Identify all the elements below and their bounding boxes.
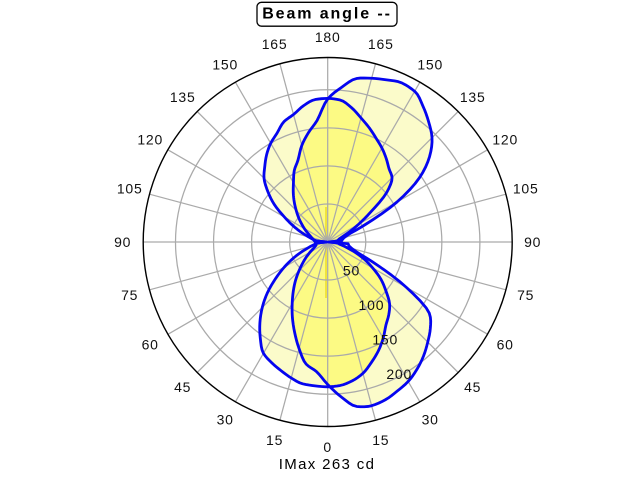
svg-text:30: 30	[217, 411, 234, 427]
svg-text:IMax 263 cd: IMax 263 cd	[279, 456, 376, 473]
svg-text:150: 150	[212, 56, 238, 72]
svg-text:135: 135	[460, 89, 486, 105]
svg-text:75: 75	[121, 287, 138, 303]
svg-text:150: 150	[372, 332, 398, 348]
svg-text:100: 100	[359, 297, 385, 313]
svg-text:15: 15	[266, 432, 283, 448]
svg-text:105: 105	[117, 181, 143, 197]
svg-text:15: 15	[372, 432, 389, 448]
svg-text:45: 45	[464, 379, 481, 395]
svg-text:60: 60	[142, 336, 159, 352]
svg-text:135: 135	[170, 89, 196, 105]
svg-text:120: 120	[492, 131, 518, 147]
svg-text:60: 60	[497, 336, 514, 352]
svg-text:90: 90	[524, 234, 541, 250]
svg-text:0: 0	[323, 439, 332, 455]
svg-text:45: 45	[174, 379, 191, 395]
svg-text:150: 150	[417, 56, 443, 72]
svg-text:165: 165	[368, 36, 394, 52]
svg-text:50: 50	[343, 263, 360, 279]
svg-text:120: 120	[137, 131, 163, 147]
svg-text:75: 75	[517, 287, 534, 303]
svg-text:90: 90	[114, 234, 131, 250]
svg-text:165: 165	[262, 36, 288, 52]
svg-text:200: 200	[386, 366, 412, 382]
svg-text:30: 30	[422, 411, 439, 427]
svg-text:180: 180	[315, 29, 341, 45]
svg-text:105: 105	[513, 181, 539, 197]
svg-text:Beam angle --: Beam angle --	[262, 5, 392, 22]
